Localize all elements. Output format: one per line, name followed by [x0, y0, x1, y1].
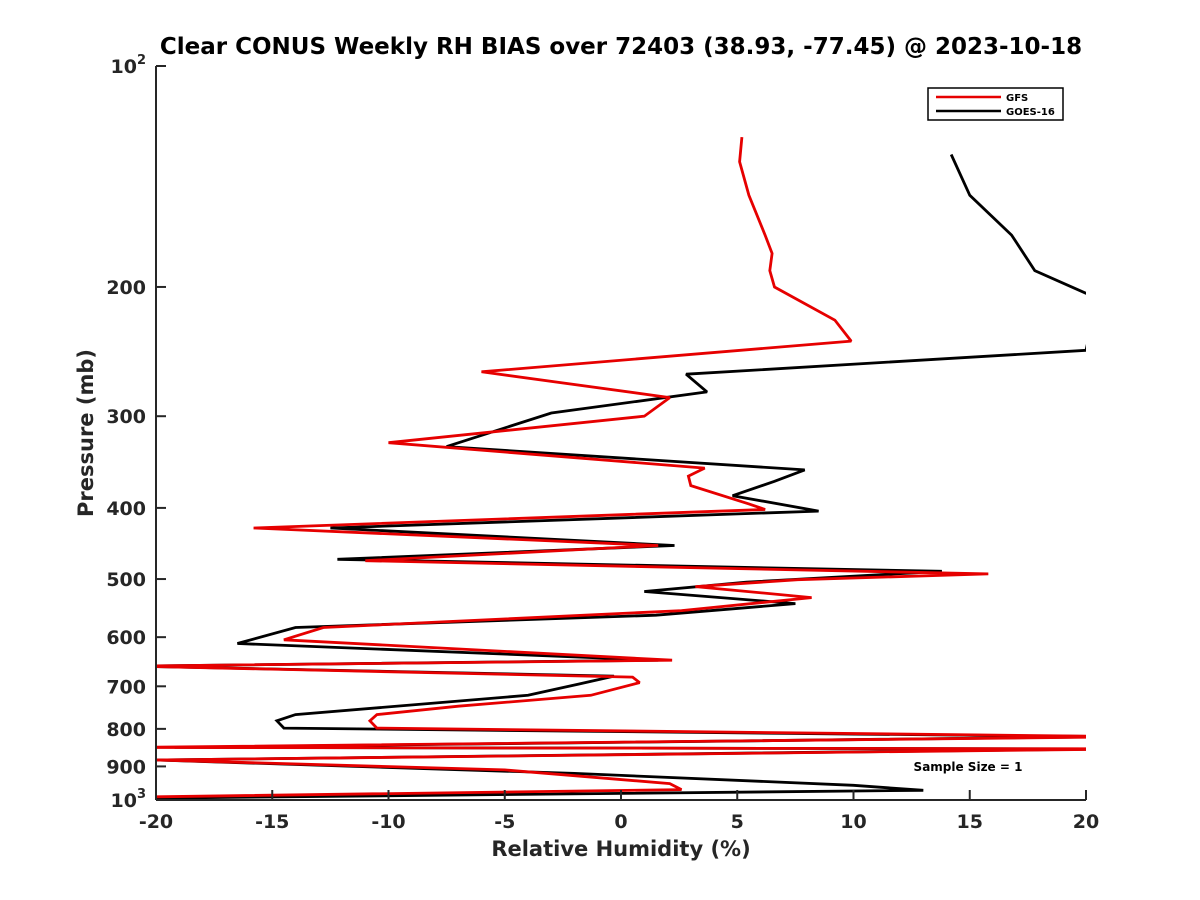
x-tick-label: 15: [957, 811, 983, 833]
y-tick-label: 500: [106, 569, 146, 591]
x-tick-label: 0: [614, 811, 627, 833]
x-tick-label: -5: [494, 811, 515, 833]
series-line-goes16: [156, 153, 1086, 800]
legend-box: [927, 87, 1064, 121]
x-tick-label: -10: [371, 811, 405, 833]
x-tick-label: 10: [840, 811, 866, 833]
y-axis-label: Pressure (mb): [74, 349, 98, 517]
y-tick-label: 900: [106, 756, 146, 778]
sample-size-annotation: Sample Size = 1: [914, 760, 1023, 774]
x-tick-label: 20: [1073, 811, 1099, 833]
x-axis-label: Relative Humidity (%): [491, 837, 750, 861]
y-ticks: 102 200 300 400 500 600 700 800 900 103: [106, 53, 166, 812]
y-tick-label: 300: [106, 406, 146, 428]
legend-label-gfs: GFS: [1006, 93, 1028, 104]
legend-label-goes16: GOES-16: [1006, 107, 1055, 118]
chart-title: Clear CONUS Weekly RH BIAS over 72403 (3…: [160, 34, 1082, 60]
y-tick-label: 103: [111, 787, 147, 812]
y-tick-label: 102: [111, 53, 147, 78]
y-tick-label: 400: [106, 498, 146, 520]
x-tick-label: -15: [255, 811, 289, 833]
y-tick-label: 700: [106, 676, 146, 698]
x-ticks: -20 -15 -10 -5 0 5 10 15 20: [139, 790, 1099, 833]
x-tick-label: 5: [731, 811, 744, 833]
legend: GFS GOES-16: [927, 87, 1064, 121]
y-tick-label: 600: [106, 627, 146, 649]
x-tick-label: -20: [139, 811, 173, 833]
y-tick-label: 800: [106, 719, 146, 741]
series-line-gfs: [156, 136, 1086, 799]
y-tick-label: 200: [106, 277, 146, 299]
series-layer: [156, 136, 1086, 800]
